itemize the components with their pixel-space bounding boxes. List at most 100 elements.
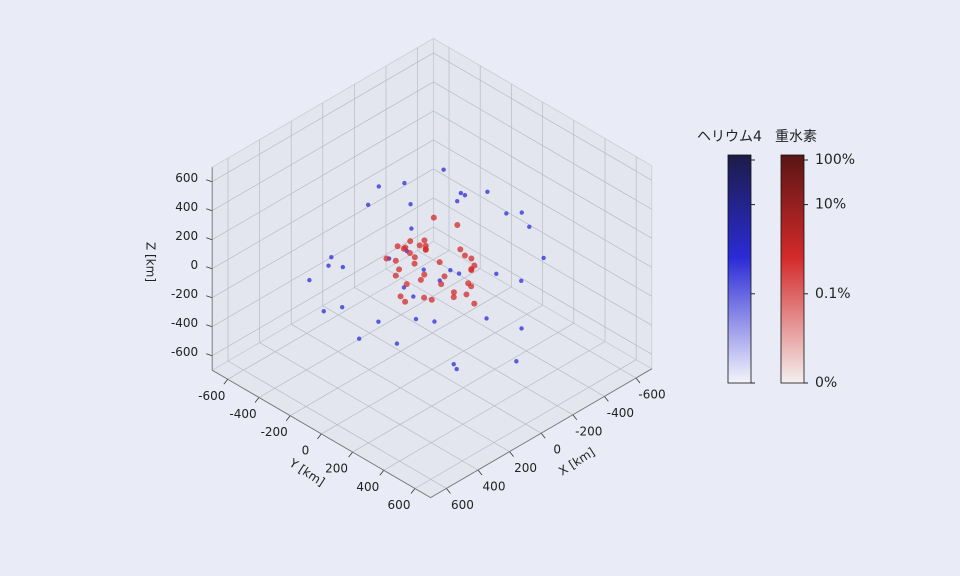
- grid-line: [433, 139, 652, 268]
- point: [340, 264, 346, 270]
- colorbar-tick-label: 0%: [815, 375, 837, 391]
- point: [406, 249, 413, 256]
- point: [383, 255, 390, 262]
- tick-mark: [206, 208, 213, 212]
- z-tick-label: -200: [171, 287, 198, 301]
- point: [441, 273, 448, 280]
- point: [450, 289, 457, 296]
- point: [436, 259, 443, 266]
- tick-mark: [348, 451, 353, 458]
- tick-mark: [206, 324, 213, 328]
- point: [407, 238, 414, 245]
- y-tick-label: 200: [325, 462, 348, 476]
- grid-line: [212, 52, 434, 183]
- tick-mark: [317, 433, 322, 440]
- grid-line: [227, 250, 450, 380]
- x-tick-label: -600: [638, 388, 665, 402]
- point: [450, 294, 457, 301]
- tick-mark: [206, 266, 213, 270]
- grid-line: [383, 341, 606, 471]
- axis-line: [430, 368, 653, 498]
- point: [468, 266, 475, 273]
- point: [376, 184, 381, 189]
- point: [471, 300, 478, 307]
- point: [441, 167, 446, 172]
- point: [411, 294, 416, 299]
- point: [326, 263, 331, 268]
- point: [397, 293, 404, 300]
- point: [402, 244, 409, 251]
- x-tick-label: -400: [607, 406, 634, 420]
- point: [411, 254, 418, 261]
- point: [357, 336, 362, 341]
- y-tick-label: -400: [229, 407, 256, 421]
- point: [402, 180, 407, 186]
- axis-line: [211, 369, 431, 498]
- point: [417, 276, 424, 283]
- point: [519, 210, 524, 215]
- grid-line: [414, 359, 637, 489]
- colorbar-tick-label: 10%: [815, 197, 846, 213]
- point: [454, 366, 459, 372]
- tick-mark: [509, 451, 514, 457]
- colorbar: [727, 154, 752, 384]
- tick-mark: [540, 432, 546, 439]
- tick-mark: [206, 179, 213, 183]
- z-tick-label: -600: [171, 345, 198, 359]
- point: [541, 255, 546, 261]
- x-tick-label: 600: [451, 498, 474, 512]
- grid-line: [321, 304, 543, 435]
- grid-line: [212, 110, 434, 241]
- point: [376, 319, 381, 324]
- tick-mark: [285, 415, 291, 421]
- point: [403, 281, 410, 288]
- tick-mark: [635, 377, 641, 384]
- legend-label: ヘリウム4: [697, 129, 762, 145]
- grid-line: [433, 168, 652, 297]
- point: [463, 291, 470, 298]
- colorbar: [780, 154, 805, 384]
- point: [329, 255, 334, 260]
- point: [365, 202, 371, 208]
- grid-line: [290, 286, 512, 417]
- point: [408, 201, 413, 207]
- y-tick-label: -600: [198, 389, 225, 403]
- point: [394, 341, 400, 346]
- z-tick-label: 400: [175, 200, 198, 214]
- point: [457, 246, 464, 253]
- point: [430, 214, 437, 221]
- tick-mark: [572, 414, 578, 421]
- point: [454, 221, 461, 228]
- z-tick-label: 200: [175, 229, 198, 243]
- point: [396, 266, 403, 273]
- point: [438, 281, 445, 288]
- z-axis-label: Z [km]: [144, 242, 158, 282]
- tick-mark: [206, 295, 213, 299]
- point: [402, 298, 409, 305]
- y-tick-label: 400: [356, 480, 379, 494]
- tick-mark: [477, 469, 483, 476]
- tick-mark: [379, 470, 385, 476]
- z-tick-label: 600: [175, 171, 198, 185]
- point: [421, 271, 428, 278]
- x-tick-label: 0: [553, 443, 561, 457]
- x-tick-label: -200: [575, 424, 602, 438]
- tick-mark: [446, 488, 451, 494]
- grid-line: [212, 139, 434, 270]
- point: [421, 237, 428, 244]
- grid-line: [433, 110, 652, 239]
- point: [494, 271, 499, 277]
- x-tick-label: 200: [514, 461, 537, 475]
- point: [392, 272, 399, 279]
- legend-label: 重水素: [775, 129, 817, 145]
- grid-line: [212, 168, 434, 299]
- point: [519, 326, 524, 331]
- point: [428, 296, 435, 303]
- z-tick-label: 0: [191, 258, 199, 272]
- point: [519, 278, 524, 284]
- point: [514, 359, 519, 364]
- tick-mark: [410, 488, 416, 494]
- tick-mark: [206, 237, 213, 241]
